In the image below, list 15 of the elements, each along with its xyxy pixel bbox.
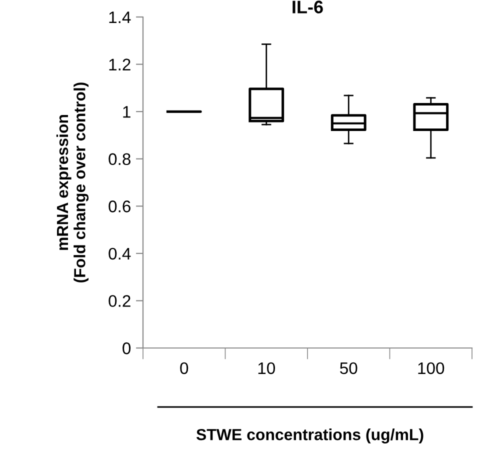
y-tick-label: 1.4	[109, 12, 131, 24]
x-axis-title: STWE concentrations (ug/mL)	[196, 428, 424, 444]
y-tick-label: 0.2	[108, 295, 130, 307]
x-tick-label: 10	[258, 362, 275, 374]
y-tick-label: 0	[122, 342, 131, 354]
x-tick-label: 50	[340, 362, 358, 374]
x-tick-label: 0	[180, 362, 188, 374]
y-tick-label: 1.2	[109, 58, 130, 70]
y-tick-label: 0.8	[108, 153, 130, 166]
y-tick-label: 0.6	[108, 200, 130, 212]
chart-title: IL-6	[292, 0, 323, 14]
y-tick-label: 1	[123, 106, 130, 118]
y-tick-label: 0.4	[108, 248, 131, 260]
y-axis-title: mRNA expression (Fold change over control)	[56, 82, 89, 282]
x-tick-label: 100	[418, 362, 444, 374]
